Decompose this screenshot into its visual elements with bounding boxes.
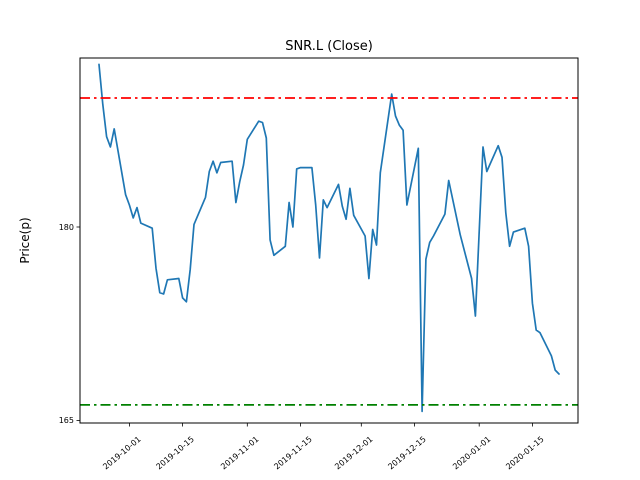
y-axis-label: Price(p) [18,217,32,263]
series-lines [98,63,560,413]
x-tick-label: 2020-01-01 [451,435,492,472]
x-tick-label: 2019-11-01 [219,435,260,472]
x-tick-label: 2019-10-01 [101,435,142,472]
chart-title: SNR.L (Close) [285,39,373,54]
threshold-lines [80,97,578,406]
x-tick-label: 2020-01-15 [504,435,545,472]
x-tick-label: 2019-12-01 [333,435,374,472]
x-tick-label: 2019-10-15 [154,435,195,472]
y-tick-label: 165 [59,416,74,425]
x-tick-label: 2019-11-15 [272,435,313,472]
close-price-line [98,63,560,413]
axis-ticks [76,226,533,427]
plot-frame [79,57,579,424]
axis-tick-labels: 165 180 2019-10-01 2019-10-15 2019-11-01 2019… [59,223,546,472]
x-tick-label: 2019-12-15 [386,435,427,472]
y-tick-label: 180 [59,223,74,232]
